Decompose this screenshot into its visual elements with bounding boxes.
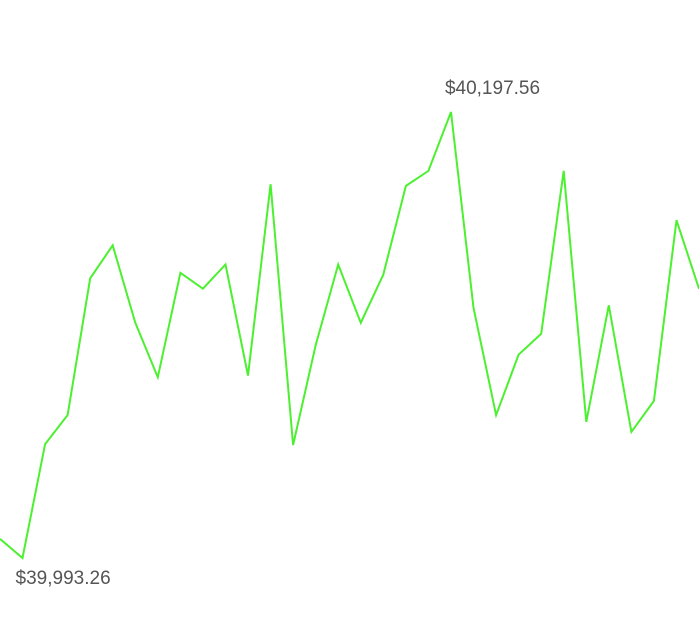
line-series-layer <box>0 111 699 560</box>
series-line-0 <box>0 111 699 560</box>
min-price-label: $39,993.26 <box>16 568 111 589</box>
max-price-label: $40,197.56 <box>445 78 540 99</box>
